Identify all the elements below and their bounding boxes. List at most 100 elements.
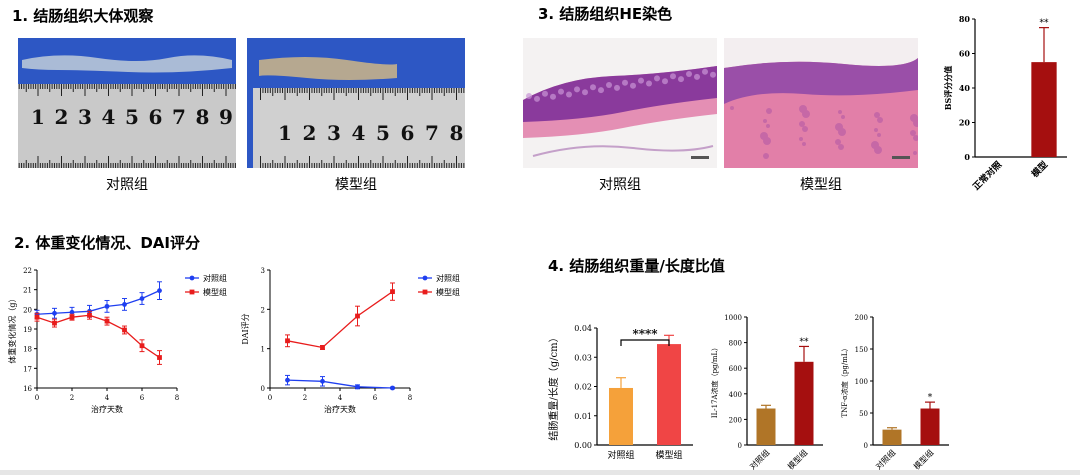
he-infiltrate	[835, 123, 843, 131]
x-tick-label: 0	[268, 394, 272, 402]
legend-marker	[422, 289, 428, 295]
y-tick-label: 0	[864, 442, 868, 450]
ruler-number: 7	[172, 105, 186, 129]
he-infiltrate	[874, 128, 878, 132]
data-point	[139, 343, 145, 349]
he-infiltrate	[730, 106, 734, 110]
he-infiltrate	[910, 114, 918, 122]
data-point	[139, 296, 145, 301]
data-point	[157, 355, 162, 360]
data-point	[355, 313, 360, 319]
he-crypt	[710, 71, 716, 78]
ruler-number: 8	[196, 105, 210, 129]
he-crypt	[646, 80, 652, 87]
he-crypt	[590, 84, 596, 91]
y-tick-label: 0.02	[574, 383, 592, 392]
he-caption-control: 对照组	[599, 177, 641, 193]
y-axis-label: DAI评分	[241, 313, 250, 344]
y-tick-label: 21	[23, 287, 32, 295]
x-axis-label: 治疗天数	[91, 404, 123, 414]
x-tick-label: 模型组	[655, 449, 682, 461]
y-tick-label: 3	[261, 267, 265, 275]
ruler-number: 5	[125, 105, 139, 129]
x-tick-label: 对照组	[873, 447, 897, 470]
y-tick-label: 0.03	[574, 353, 592, 362]
data-point	[104, 303, 110, 309]
y-tick-label: 17	[23, 365, 32, 373]
he-infiltrate	[835, 139, 841, 145]
y-tick-label: 0	[261, 385, 265, 393]
ruler-number: 3	[78, 105, 92, 129]
he-infiltrate	[877, 133, 881, 137]
he-crypt	[670, 73, 676, 80]
x-tick-label: 模型组	[785, 447, 809, 470]
y-tick-label: 150	[855, 346, 868, 354]
section-title-weight-dai: 2. 体重变化情况、DAI评分	[14, 234, 200, 252]
y-tick-label: 16	[23, 385, 32, 393]
x-tick-label: 对照组	[607, 449, 634, 461]
he-infiltrate	[799, 105, 807, 113]
x-tick-label: 6	[140, 394, 145, 402]
he-crypt	[550, 93, 556, 100]
x-tick-label: 0	[35, 394, 39, 402]
he-crypt	[678, 76, 684, 83]
ruler-number: 7	[425, 121, 439, 145]
section-title-gross: 1. 结肠组织大体观察	[12, 7, 154, 25]
chart-il17: 0 200 400 600 800 1000 IL-17A浓度（pg/mL） 对照组 ** 模型组	[710, 314, 823, 470]
he-infiltrate	[802, 126, 808, 132]
legend-marker	[422, 275, 428, 281]
data-point	[122, 327, 127, 333]
y-tick-label: 40	[959, 83, 971, 93]
y-tick-label: 80	[959, 14, 971, 24]
data-point	[69, 309, 75, 315]
he-crypt	[638, 77, 644, 84]
y-tick-label: 200	[855, 314, 868, 322]
data-point	[87, 312, 92, 318]
significance-bracket	[620, 339, 670, 346]
y-tick-label: 600	[729, 365, 742, 373]
legend-marker	[189, 275, 195, 281]
y-tick-label: 20	[959, 118, 971, 128]
he-crypt	[534, 95, 540, 102]
y-tick-label: 400	[729, 391, 742, 399]
series-line	[287, 379, 393, 389]
he-infiltrate	[871, 141, 879, 149]
x-tick-label: 2	[70, 394, 74, 402]
he-crypt	[566, 91, 572, 98]
he-infiltrate	[910, 130, 916, 136]
data-point	[285, 377, 290, 383]
bar	[609, 387, 633, 445]
he-infiltrate	[766, 108, 772, 114]
gross-caption-model: 模型组	[335, 177, 377, 193]
he-infiltrate	[913, 135, 918, 141]
y-tick-label: 0.04	[574, 324, 592, 333]
section-title-ratio: 4. 结肠组织重量/长度比值	[548, 257, 725, 275]
x-tick-label: 8	[408, 394, 412, 402]
data-point	[390, 385, 395, 391]
bar	[756, 408, 776, 445]
he-crypt	[702, 68, 708, 75]
he-infiltrate	[913, 151, 917, 155]
data-point	[390, 289, 395, 295]
bar	[882, 429, 902, 445]
x-tick-label: 2	[303, 394, 307, 402]
he-infiltrate	[841, 115, 845, 119]
data-point	[52, 310, 57, 316]
x-axis-label: 治疗天数	[324, 404, 356, 414]
data-point	[285, 338, 290, 344]
ruler-number: 2	[303, 121, 317, 145]
he-crypt	[654, 75, 660, 82]
he-infiltrate	[802, 142, 806, 146]
x-tick-label: 4	[105, 394, 110, 402]
x-tick-label: 6	[373, 394, 378, 402]
y-tick-label: 50	[859, 410, 868, 418]
y-tick-label: 100	[855, 378, 868, 386]
ruler-number: 8	[450, 121, 464, 145]
gross-caption-control: 对照组	[106, 177, 148, 193]
data-point	[320, 378, 325, 384]
series-line	[36, 314, 160, 359]
he-photo-control	[523, 38, 717, 168]
data-point	[104, 318, 110, 324]
bar	[920, 408, 940, 445]
